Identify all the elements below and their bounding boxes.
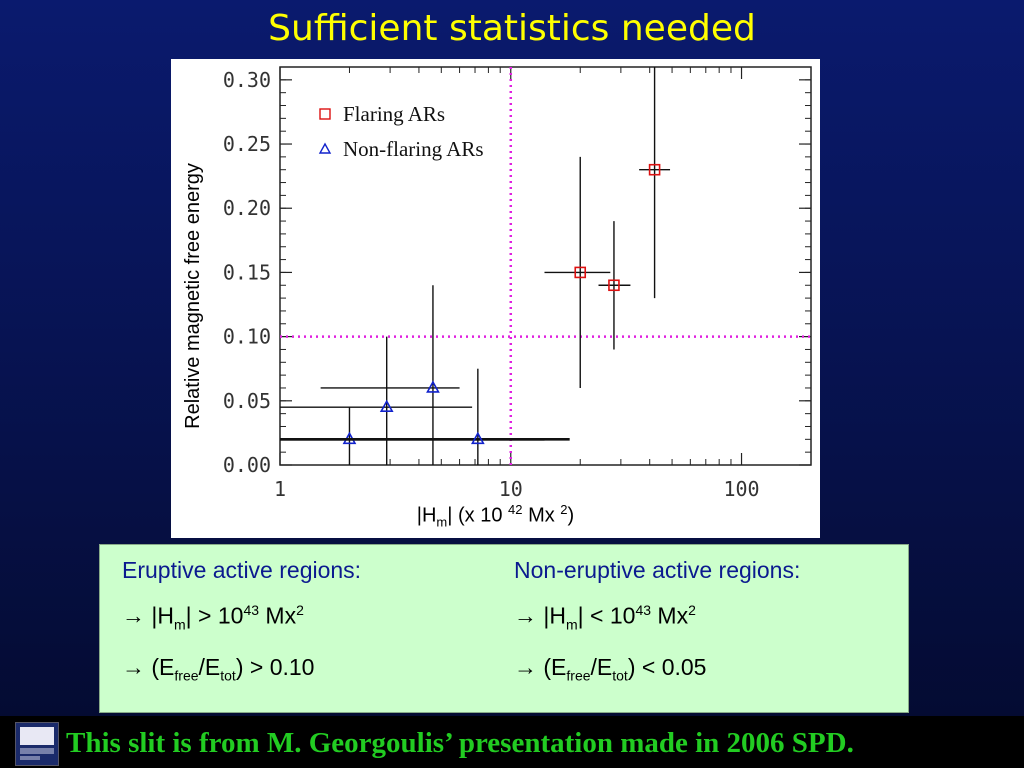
arrow-icon: →: [122, 602, 145, 629]
noneruptive-header: Non-eruptive active regions:: [514, 557, 801, 583]
x-tick-label: 1: [274, 477, 286, 501]
e-tot: tot: [220, 667, 236, 684]
y-tick-label: 0.30: [223, 68, 271, 92]
y-tick-label: 0.10: [223, 325, 271, 349]
hm-close: |: [577, 602, 584, 629]
exp2: 2: [688, 602, 696, 618]
conference-logo-icon: [15, 722, 59, 766]
arrow-icon: →: [514, 654, 537, 681]
eruptive-energy-criterion: → (Efree/Etot) > 0.10: [122, 654, 361, 684]
x-axis-title: |Hm| (x 10 42 Mx 2): [171, 502, 820, 530]
exp2: 2: [296, 602, 304, 618]
e-lt: ) < 0.05: [627, 654, 707, 681]
hm-sub: m: [173, 616, 186, 633]
eruptive-helicity-criterion: → |Hm| > 1043 Mx2: [122, 602, 361, 632]
e-open: (E: [543, 654, 567, 681]
arrow-icon: →: [122, 654, 145, 681]
x-tick-label: 10: [499, 477, 523, 501]
e-open: (E: [151, 654, 175, 681]
footer-bar: This slit is from M. Georgoulis’ present…: [0, 716, 1024, 768]
gt-value: > 10: [198, 602, 244, 629]
non-flaring-ar-point: [470, 431, 485, 445]
y-tick-label: 0.20: [223, 196, 271, 220]
y-tick-label: 0.25: [223, 132, 271, 156]
plot-frame: [279, 66, 812, 466]
x-axis-title-sub: m: [436, 514, 448, 530]
exp43: 43: [243, 602, 260, 618]
mx-unit: Mx: [265, 602, 297, 629]
hm-base: |H: [151, 602, 174, 629]
chart-panel: 0.00 0.05 0.10 0.15 0.20 0.25 0.30 1 10 100 Relati…: [171, 59, 820, 538]
hm-base: |H: [543, 602, 566, 629]
x-axis-title-close: ): [567, 504, 575, 527]
y-tick-label: 0.15: [223, 260, 271, 284]
eruptive-header: Eruptive active regions:: [122, 557, 362, 583]
x-axis-title-mid: | (x 10: [447, 504, 509, 527]
legend-marker-nonflaring: [318, 142, 332, 154]
y-tick-label: 0.05: [223, 389, 271, 413]
e-gt: ) > 0.10: [235, 654, 315, 681]
hm-sub: m: [565, 616, 578, 633]
legend-marker-flaring: [319, 108, 331, 120]
x-axis-title-exp: 42: [508, 502, 523, 517]
e-slash: /E: [590, 654, 613, 681]
legend-label: Flaring ARs: [343, 102, 445, 126]
hm-close: |: [185, 602, 192, 629]
y-axis-title: Relative magnetic free energy: [182, 163, 204, 429]
arrow-icon: →: [514, 602, 537, 629]
slide-title: Sufficient statistics needed: [268, 8, 756, 49]
e-free: free: [174, 667, 199, 684]
mx-unit: Mx: [657, 602, 689, 629]
noneruptive-energy-criterion: → (Efree/Etot) < 0.05: [514, 654, 800, 684]
x-axis-title-base: |H: [416, 504, 437, 527]
e-free: free: [566, 667, 591, 684]
non-flaring-ar-point: [426, 380, 440, 393]
x-axis-title-exp2: 2: [560, 502, 568, 517]
non-flaring-ar-point: [379, 399, 394, 413]
noneruptive-column: Non-eruptive active regions: → |Hm| < 10…: [514, 557, 800, 706]
x-axis-title-mx: Mx: [522, 504, 561, 527]
flaring-ar-point: [608, 279, 620, 292]
e-tot: tot: [612, 667, 628, 684]
x-tick-label: 100: [723, 477, 759, 501]
exp43: 43: [635, 602, 652, 618]
summary-box: Eruptive active regions: → |Hm| > 1043 M…: [99, 544, 909, 713]
chart-svg: 0.00 0.05 0.10 0.15 0.20 0.25 0.30 1 10 100 Relati…: [182, 66, 812, 501]
y-tick-label: 0.00: [223, 453, 271, 477]
flaring-ar-point: [648, 163, 661, 176]
eruptive-column: Eruptive active regions: → |Hm| > 1043 M…: [122, 557, 361, 706]
noneruptive-helicity-criterion: → |Hm| < 1043 Mx2: [514, 602, 800, 632]
legend-label: Non-flaring ARs: [343, 137, 484, 161]
e-slash: /E: [198, 654, 221, 681]
lt-value: < 10: [590, 602, 636, 629]
flaring-ar-point: [574, 266, 587, 279]
footer-note: This slit is from M. Georgoulis’ present…: [66, 727, 854, 759]
